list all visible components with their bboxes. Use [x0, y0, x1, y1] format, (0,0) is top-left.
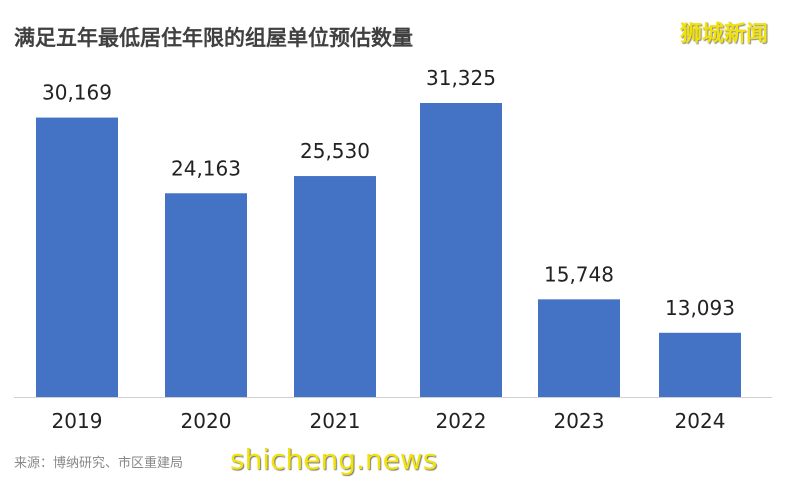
logo: 狮城新闻 — [680, 22, 769, 47]
bar-2020 — [165, 193, 247, 397]
data-label: 24,163 — [171, 156, 241, 180]
bar-2019 — [36, 117, 118, 397]
x-tick-label: 2022 — [436, 409, 487, 433]
data-label: 30,169 — [42, 81, 112, 105]
bar-2023 — [538, 299, 620, 397]
source-note: 来源：博纳研究、市区重建局 — [14, 456, 184, 471]
bar-2024 — [659, 332, 741, 397]
x-tick-label: 2023 — [554, 409, 605, 433]
chart-title: 满足五年最低居住年限的组屋单位预估数量 — [14, 26, 413, 50]
x-tick-label: 2019 — [52, 409, 103, 433]
data-label: 13,093 — [665, 296, 735, 320]
bar-2021 — [294, 176, 376, 397]
data-label: 31,325 — [426, 66, 496, 90]
x-tick-label: 2024 — [675, 409, 726, 433]
data-label: 25,530 — [300, 139, 370, 163]
x-tick-label: 2020 — [181, 409, 232, 433]
x-tick-label: 2021 — [310, 409, 361, 433]
bar-2022 — [420, 103, 502, 397]
data-label: 15,748 — [544, 262, 614, 286]
watermark: shicheng.news — [230, 443, 438, 476]
